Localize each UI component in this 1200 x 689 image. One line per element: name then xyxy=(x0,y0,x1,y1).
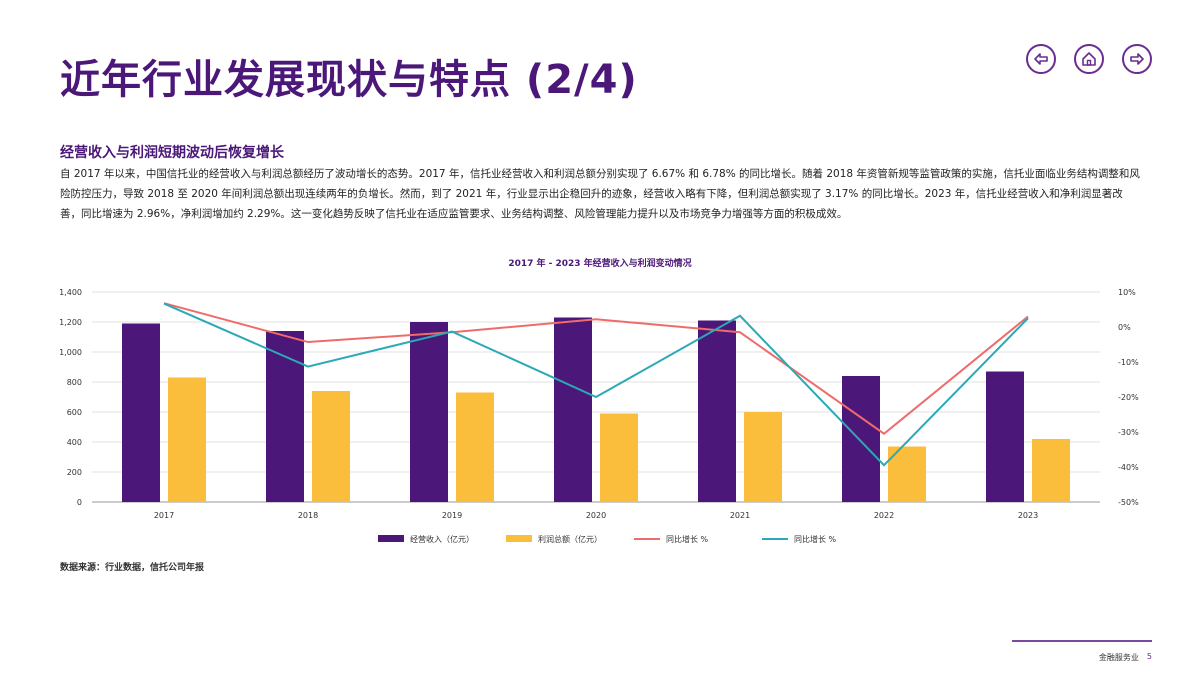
y2-tick-label: -40% xyxy=(1118,463,1139,472)
y-tick-label: 800 xyxy=(67,378,82,387)
arrow-left-icon xyxy=(1034,53,1048,65)
y-tick-label: 0 xyxy=(77,498,82,507)
footer-brand: 金融服务业 xyxy=(1098,653,1139,662)
legend-label: 利润总额（亿元） xyxy=(538,534,602,544)
x-tick-label: 2018 xyxy=(298,511,318,520)
legend-label: 经营收入（亿元） xyxy=(410,534,474,544)
x-tick-label: 2021 xyxy=(730,511,750,520)
legend-label: 同比增长 % xyxy=(666,534,709,544)
legend-swatch xyxy=(378,535,404,542)
bar-revenue xyxy=(554,317,592,502)
footer: 金融服务业 5 xyxy=(1099,652,1152,663)
bar-profit xyxy=(456,392,494,502)
arrow-right-icon xyxy=(1130,53,1144,65)
home-button[interactable] xyxy=(1074,44,1104,74)
y-tick-label: 1,000 xyxy=(59,348,82,357)
back-button[interactable] xyxy=(1026,44,1056,74)
bar-profit xyxy=(168,377,206,502)
page-title: 近年行业发展现状与特点 (2/4) xyxy=(60,57,638,103)
y-tick-label: 200 xyxy=(67,468,82,477)
home-icon xyxy=(1082,52,1096,66)
chart-container: 2017 年 - 2023 年经营收入与利润变动情况 0 200 400 600 800 1… xyxy=(0,250,1200,560)
x-tick-label: 2022 xyxy=(874,511,894,520)
y-tick-label: 1,400 xyxy=(59,288,82,297)
y2-tick-label: 0% xyxy=(1118,323,1131,332)
y2-tick-label: 10% xyxy=(1118,288,1136,297)
body-paragraph: 自 2017 年以来，中国信托业的经营收入与利润总额经历了波动增长的态势。201… xyxy=(60,168,1140,220)
legend-label: 同比增长 % xyxy=(794,534,837,544)
y2-tick-label: -20% xyxy=(1118,393,1139,402)
line-series-1 xyxy=(163,302,1029,436)
bar-revenue xyxy=(986,371,1024,502)
bar-revenue xyxy=(842,376,880,502)
y2-tick-label: -50% xyxy=(1118,498,1139,507)
forward-button[interactable] xyxy=(1122,44,1152,74)
x-tick-label: 2020 xyxy=(586,511,606,520)
y2-tick-label: -30% xyxy=(1118,428,1139,437)
data-source: 数据来源：行业数据，信托公司年报 xyxy=(60,563,205,573)
bar-profit xyxy=(1032,439,1070,502)
chart-title: 2017 年 - 2023 年经营收入与利润变动情况 xyxy=(508,257,691,269)
bar-profit xyxy=(600,413,638,502)
section-subtitle: 经营收入与利润短期波动后恢复增长 xyxy=(60,145,284,161)
page-number: 5 xyxy=(1146,652,1152,661)
nav-controls xyxy=(1026,44,1152,74)
y-tick-label: 600 xyxy=(67,408,82,417)
bar-profit xyxy=(744,412,782,502)
bar-revenue xyxy=(410,322,448,502)
x-tick-label: 2019 xyxy=(442,511,462,520)
y-tick-label: 1,200 xyxy=(59,318,82,327)
bar-revenue xyxy=(122,323,160,502)
y2-tick-label: -10% xyxy=(1118,358,1139,367)
legend-swatch xyxy=(506,535,532,542)
bar-profit xyxy=(312,391,350,502)
combo-chart: 2017 年 - 2023 年经营收入与利润变动情况 0 200 400 600 800 1… xyxy=(59,257,1139,544)
y-tick-label: 400 xyxy=(67,438,82,447)
x-tick-label: 2017 xyxy=(154,511,174,520)
footer-divider xyxy=(1012,640,1152,642)
line-series-2 xyxy=(163,302,1029,467)
bar-revenue xyxy=(698,320,736,502)
x-tick-label: 2023 xyxy=(1018,511,1038,520)
bar-revenue xyxy=(266,331,304,502)
